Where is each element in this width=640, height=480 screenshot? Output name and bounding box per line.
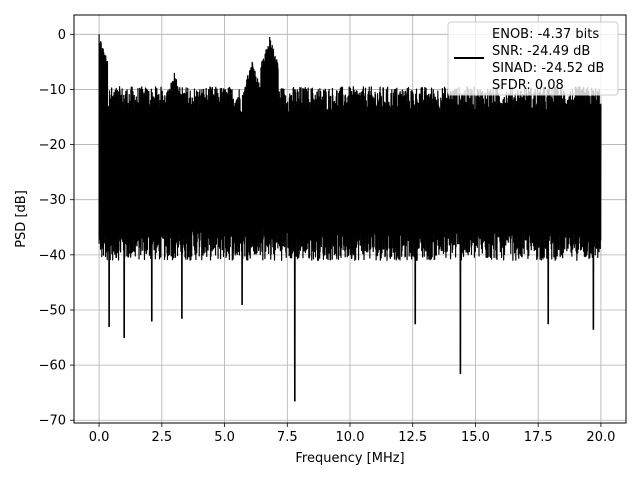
legend-line-sinad: SINAD: -24.52 dB bbox=[492, 61, 604, 76]
x-tick-label: 7.5 bbox=[277, 430, 298, 445]
y-tick-label: −70 bbox=[39, 414, 66, 429]
psd-series-line bbox=[98, 34, 602, 402]
legend-line-enob: ENOB: -4.37 bits bbox=[492, 27, 599, 42]
plot-area bbox=[98, 34, 602, 402]
x-tick-label: 17.5 bbox=[524, 430, 553, 445]
y-tick-label: −20 bbox=[39, 138, 66, 153]
legend: ENOB: -4.37 bits SNR: -24.49 dB SINAD: -… bbox=[447, 21, 619, 96]
x-tick-label: 20.0 bbox=[586, 430, 615, 445]
legend-line-sfdr: SFDR: 0.08 bbox=[492, 78, 564, 93]
x-axis-label: Frequency [MHz] bbox=[295, 451, 404, 466]
y-axis-ticks: 0 −10 −20 −30 −40 −50 −60 −70 bbox=[39, 28, 74, 429]
y-tick-label: 0 bbox=[58, 28, 66, 43]
x-tick-label: 2.5 bbox=[151, 430, 172, 445]
x-tick-label: 12.5 bbox=[398, 430, 427, 445]
y-tick-label: −30 bbox=[39, 193, 66, 208]
y-axis-label: PSD [dB] bbox=[14, 190, 29, 248]
y-tick-label: −60 bbox=[39, 359, 66, 374]
legend-line-snr: SNR: -24.49 dB bbox=[492, 44, 590, 59]
x-tick-label: 5.0 bbox=[214, 430, 235, 445]
x-tick-label: 0.0 bbox=[89, 430, 110, 445]
y-tick-label: −40 bbox=[39, 248, 66, 263]
legend-box bbox=[447, 21, 619, 96]
x-tick-label: 10.0 bbox=[336, 430, 365, 445]
x-axis-ticks: 0.0 2.5 5.0 7.5 10.0 12.5 15.0 17.5 20.0 bbox=[89, 423, 615, 445]
y-tick-label: −50 bbox=[39, 303, 66, 318]
x-tick-label: 15.0 bbox=[461, 430, 490, 445]
y-tick-label: −10 bbox=[39, 83, 66, 98]
